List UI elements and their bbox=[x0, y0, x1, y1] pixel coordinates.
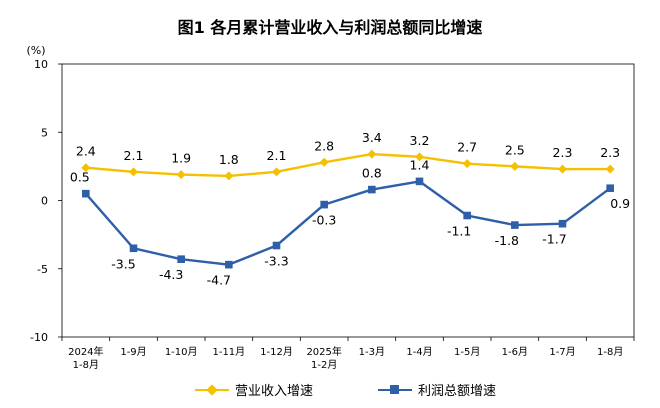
data-label: 2.1 bbox=[124, 148, 144, 163]
data-label: 3.2 bbox=[410, 133, 430, 148]
x-tick-label: 1-5月 bbox=[454, 346, 480, 358]
data-label: 2.5 bbox=[505, 142, 525, 157]
data-label: 2.1 bbox=[267, 148, 287, 163]
chart-title: 图1 各月累计营业收入与利润总额同比增速 bbox=[177, 18, 483, 37]
legend-profit-swatch bbox=[378, 384, 412, 394]
data-label: -3.5 bbox=[111, 256, 135, 271]
x-tick-label: 1-8月 bbox=[597, 346, 623, 358]
data-label: 3.4 bbox=[362, 130, 382, 145]
series-line-revenue bbox=[85, 152, 611, 178]
legend-item-revenue: 营业收入增速 bbox=[195, 380, 313, 399]
data-point-marker bbox=[81, 163, 91, 173]
data-label: 2.3 bbox=[553, 145, 573, 160]
x-tick-label: 1-7月 bbox=[549, 346, 575, 358]
data-point-marker bbox=[319, 157, 329, 167]
data-point-marker bbox=[368, 185, 376, 194]
data-point-marker bbox=[225, 260, 233, 269]
data-label: 2.7 bbox=[457, 140, 477, 155]
y-tick-label: 5 bbox=[41, 126, 48, 139]
x-tick-label: 1-6月 bbox=[502, 346, 528, 358]
data-label: -1.1 bbox=[447, 224, 471, 239]
data-point-marker bbox=[272, 241, 281, 250]
legend: 营业收入增速 利润总额增速 bbox=[0, 380, 660, 402]
legend-profit-label: 利润总额增速 bbox=[418, 384, 497, 399]
x-tick-label: 2025年 1-2月 bbox=[306, 345, 341, 371]
data-point-marker bbox=[177, 255, 185, 263]
data-label: -0.3 bbox=[312, 213, 336, 228]
square-marker-icon bbox=[390, 384, 399, 394]
data-label: -1.8 bbox=[495, 233, 519, 248]
data-point-marker bbox=[606, 184, 614, 193]
diamond-marker-icon bbox=[206, 383, 218, 396]
data-label: 1.4 bbox=[410, 157, 430, 172]
x-tick-label: 1-10月 bbox=[165, 346, 198, 358]
data-label: 0.5 bbox=[70, 170, 90, 185]
data-point-marker bbox=[320, 200, 328, 209]
data-label: -4.7 bbox=[207, 273, 231, 288]
y-tick-label: 0 bbox=[41, 195, 48, 208]
data-point-marker bbox=[176, 170, 186, 180]
data-point-marker bbox=[129, 244, 138, 253]
x-tick-label: 1-11月 bbox=[212, 346, 245, 358]
plot-area bbox=[61, 63, 635, 338]
x-tick-label: 2024年 1-8月 bbox=[68, 345, 103, 371]
data-point-marker bbox=[511, 221, 519, 229]
data-label: 1.9 bbox=[171, 151, 191, 166]
data-label: 2.3 bbox=[600, 145, 620, 160]
data-point-marker bbox=[558, 219, 567, 228]
data-point-marker bbox=[367, 149, 377, 159]
legend-item-profit: 利润总额增速 bbox=[378, 380, 496, 399]
data-point-marker bbox=[272, 167, 281, 177]
x-tick-label: 1-12月 bbox=[260, 346, 293, 358]
data-label: 0.8 bbox=[362, 166, 382, 181]
x-tick-label: 1-9月 bbox=[120, 346, 146, 358]
legend-revenue-swatch bbox=[195, 383, 229, 396]
y-tick-label: -5 bbox=[37, 263, 48, 276]
y-tick-label: -10 bbox=[30, 331, 48, 344]
data-label: -3.3 bbox=[264, 254, 288, 269]
data-point-marker bbox=[224, 171, 234, 181]
data-label: 0.9 bbox=[610, 196, 630, 211]
data-point-marker bbox=[605, 164, 615, 174]
data-point-marker bbox=[462, 159, 472, 169]
data-label: 2.8 bbox=[314, 138, 334, 153]
y-axis-unit-label: (%) bbox=[26, 44, 45, 57]
data-point-marker bbox=[558, 164, 567, 174]
data-point-marker bbox=[415, 177, 424, 186]
series-line-profit bbox=[84, 180, 611, 266]
data-label: -4.3 bbox=[159, 267, 183, 282]
data-point-marker bbox=[129, 167, 138, 177]
data-label: -1.7 bbox=[542, 232, 566, 247]
data-point-marker bbox=[82, 189, 90, 198]
x-tick-label: 1-3月 bbox=[359, 346, 385, 358]
data-label: 2.4 bbox=[76, 144, 96, 159]
data-point-marker bbox=[510, 161, 520, 171]
data-point-marker bbox=[463, 211, 471, 220]
data-point-marker bbox=[415, 152, 424, 162]
legend-revenue-label: 营业收入增速 bbox=[235, 384, 314, 399]
y-tick-label: 10 bbox=[34, 58, 48, 71]
data-label: 1.8 bbox=[219, 152, 239, 167]
x-tick-label: 1-4月 bbox=[406, 346, 432, 358]
